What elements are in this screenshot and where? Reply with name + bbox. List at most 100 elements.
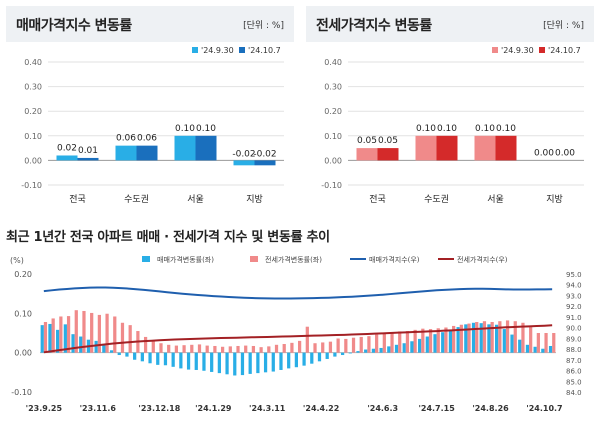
data-label: 0.10 xyxy=(416,124,436,134)
bar-sale-change xyxy=(387,346,391,353)
bar-sale-change xyxy=(248,352,252,374)
bar xyxy=(474,135,496,161)
x-tick-label: 전국 xyxy=(69,194,86,205)
bar-jeonse-change xyxy=(244,345,248,353)
bar-sale-change xyxy=(48,323,52,353)
y-tick-label: -0.10 xyxy=(321,181,342,190)
x-tick-label: '23.9.25 xyxy=(26,404,63,413)
panel-header: 매매가격지수 변동률 [단위 : %] xyxy=(6,6,294,42)
y-tick-label: 0.00 xyxy=(24,156,42,165)
bar-sale-change xyxy=(479,323,483,353)
bar-sale-change xyxy=(71,334,75,353)
bar-jeonse-change xyxy=(428,329,433,353)
x-tick-label: '24.1.29 xyxy=(195,404,232,413)
y-tick-label: -0.10 xyxy=(21,181,42,190)
legend-label: 매매가격변동률(좌) xyxy=(157,255,214,264)
bar-sale-change xyxy=(271,352,275,372)
x-tick-label: 수도권 xyxy=(124,193,149,205)
legend-swatch xyxy=(492,47,498,53)
legend-swatch xyxy=(192,47,198,53)
jeonse-change-chart: '24.9.30 '24.10.7 0.40 0.30 0.20 0.10 0.00 -0.1… xyxy=(321,46,584,205)
bar-sale-change xyxy=(186,352,191,370)
x-tick-label: 서울 xyxy=(487,194,504,205)
jeonse-change-panel: 전세가격지수 변동률 [단위 : %] '24.9.30 '24.10.7 0.40… xyxy=(306,6,594,206)
bar-sale-change xyxy=(94,340,98,353)
y-tick-label-left: 0.00 xyxy=(14,349,32,358)
bar-jeonse-change xyxy=(228,346,232,353)
bar-jeonse-change xyxy=(552,333,556,353)
bar-jeonse-change xyxy=(298,340,302,353)
data-label: -0.02 xyxy=(232,149,255,159)
bar-sale-change xyxy=(179,352,183,369)
bar-sale-change xyxy=(402,343,406,353)
y-tick-label-right: 95.0 xyxy=(566,271,582,279)
bar-jeonse-change xyxy=(544,333,548,353)
bar-sale-change xyxy=(379,347,383,353)
bar-sale-change xyxy=(333,352,337,357)
panel-title: 매매가격지수 변동률 xyxy=(16,18,132,34)
bar-jeonse-change xyxy=(113,316,117,353)
data-label: 0.10 xyxy=(175,124,195,134)
sale-change-chart: '24.9.30 '24.10.7 0.40 0.30 0.20 0.10 0.00 -0.1… xyxy=(21,46,284,205)
bar-sale-change xyxy=(263,352,268,373)
bar-jeonse-change xyxy=(151,340,155,353)
bar-jeonse-change xyxy=(398,331,402,353)
y-tick-label: 0.40 xyxy=(324,58,342,67)
bar-sale-change xyxy=(525,344,530,353)
data-label: 0.10 xyxy=(437,124,457,134)
bar xyxy=(115,145,137,161)
y-unit-label: (%) xyxy=(10,256,24,265)
bar-jeonse-change xyxy=(51,318,55,353)
data-label: 0.05 xyxy=(357,136,377,146)
bar-sale-change xyxy=(202,352,206,371)
data-label: 0.05 xyxy=(378,136,398,146)
y-tick-label-left: -0.10 xyxy=(11,388,32,397)
bar xyxy=(415,135,437,161)
bar-sale-change xyxy=(533,346,537,353)
bar-sale-change xyxy=(340,352,345,356)
bar-jeonse-change xyxy=(205,345,209,353)
x-tick-label: '23.11.6 xyxy=(80,404,117,413)
bar xyxy=(136,145,158,161)
bar-jeonse-change xyxy=(444,327,448,353)
y-tick-label-right: 90.0 xyxy=(566,325,582,333)
bar-sale-change xyxy=(394,344,399,353)
bar-sale-change xyxy=(256,352,260,374)
y-tick-label: 0.20 xyxy=(324,107,342,116)
bar-jeonse-change xyxy=(174,345,179,353)
bar-sale-change xyxy=(194,352,198,370)
bar-sale-change xyxy=(125,352,129,357)
y-tick-label-right: 84.0 xyxy=(566,389,582,397)
legend-swatch xyxy=(142,256,150,262)
bar-sale-change xyxy=(171,352,175,367)
bar-jeonse-change xyxy=(74,310,78,353)
bar-jeonse-change xyxy=(259,347,263,353)
bar-jeonse-change xyxy=(290,342,294,353)
bar-jeonse-change xyxy=(120,322,125,353)
y-tick-label: 0.40 xyxy=(24,58,42,67)
bar-jeonse-change xyxy=(90,312,94,353)
data-label: 0.01 xyxy=(78,146,98,156)
bar-jeonse-change xyxy=(405,331,410,353)
bar-jeonse-change xyxy=(167,344,171,353)
data-label: 0.06 xyxy=(137,134,157,144)
bar-jeonse-change xyxy=(267,346,271,353)
y-tick-label-right: 86.0 xyxy=(566,368,582,376)
bar-sale-change xyxy=(79,336,83,353)
bar-jeonse-change xyxy=(197,344,202,353)
y-tick-label-left: 0.10 xyxy=(14,309,32,318)
bar xyxy=(356,148,378,161)
bar-sale-change xyxy=(287,352,291,369)
bar-jeonse-change xyxy=(521,322,525,353)
bar xyxy=(254,160,276,166)
bar-jeonse-change xyxy=(382,333,386,353)
line-jeonse-index xyxy=(43,324,553,354)
bar-sale-change xyxy=(109,350,114,353)
x-tick-label: 지방 xyxy=(246,194,263,205)
bar xyxy=(436,135,458,161)
bar-jeonse-change xyxy=(459,324,463,353)
bar-jeonse-change xyxy=(375,334,379,353)
bar-sale-change xyxy=(279,352,283,370)
bar-sale-change xyxy=(310,352,314,364)
bar-jeonse-change xyxy=(413,329,417,353)
